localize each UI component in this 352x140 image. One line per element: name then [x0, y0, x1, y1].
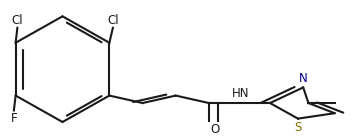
- Text: HN: HN: [232, 87, 249, 100]
- Text: F: F: [11, 112, 17, 125]
- Text: Cl: Cl: [107, 14, 119, 27]
- Text: O: O: [210, 123, 220, 136]
- Text: S: S: [294, 121, 302, 134]
- Text: N: N: [299, 72, 308, 85]
- Text: Cl: Cl: [12, 14, 23, 27]
